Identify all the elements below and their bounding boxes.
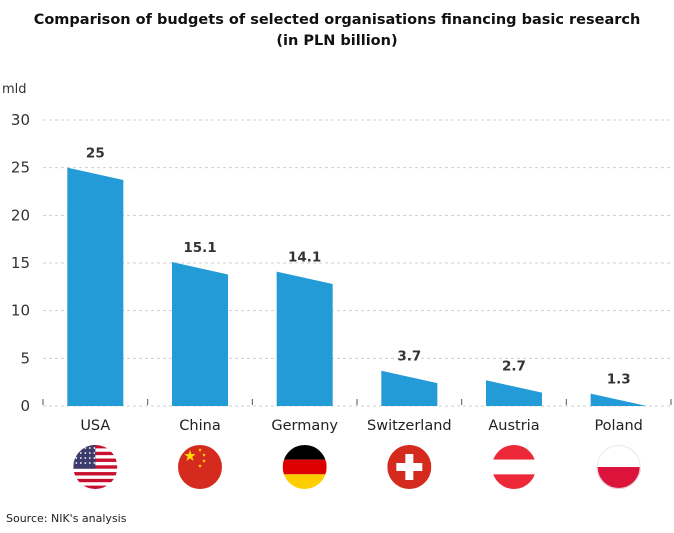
bar-austria xyxy=(486,380,542,406)
y-axis-unit: mld xyxy=(2,82,27,97)
bar-china xyxy=(172,262,228,406)
x-category-label: USA xyxy=(80,418,110,434)
x-category-label: China xyxy=(179,418,220,434)
chart-title: Comparison of budgets of selected organi… xyxy=(34,12,641,28)
china-flag-icon xyxy=(178,445,222,489)
data-label: 2.7 xyxy=(502,358,526,374)
x-category-label: Germany xyxy=(271,418,338,434)
y-tick-label: 10 xyxy=(11,302,30,320)
x-category-label: Poland xyxy=(594,418,642,434)
data-label: 15.1 xyxy=(183,240,216,256)
y-tick-label: 20 xyxy=(11,206,30,224)
data-label: 14.1 xyxy=(288,250,321,266)
germany-flag-icon xyxy=(282,445,327,489)
poland-flag-icon xyxy=(596,445,641,489)
bar-poland xyxy=(590,393,647,406)
data-label: 3.7 xyxy=(397,349,421,365)
source-note: Source: NIK's analysis xyxy=(6,512,127,525)
bar-germany xyxy=(276,271,333,406)
data-label: 25 xyxy=(86,146,105,162)
bar-usa xyxy=(67,167,124,406)
austria-flag-icon xyxy=(492,445,536,489)
y-tick-label: 25 xyxy=(11,159,30,177)
bar-switzerland xyxy=(381,370,438,406)
flag-outline xyxy=(596,445,641,489)
data-label: 1.3 xyxy=(607,372,631,388)
y-tick-label: 5 xyxy=(20,349,30,367)
x-category-label: Austria xyxy=(488,418,539,434)
x-category-label: Switzerland xyxy=(367,418,452,434)
chart-subtitle: (in PLN billion) xyxy=(276,33,397,49)
y-tick-label: 30 xyxy=(11,111,30,129)
y-tick-label: 15 xyxy=(11,254,30,272)
usa-flag-icon xyxy=(73,445,118,489)
y-tick-label: 0 xyxy=(20,397,30,415)
switzerland-flag-icon xyxy=(387,445,432,489)
